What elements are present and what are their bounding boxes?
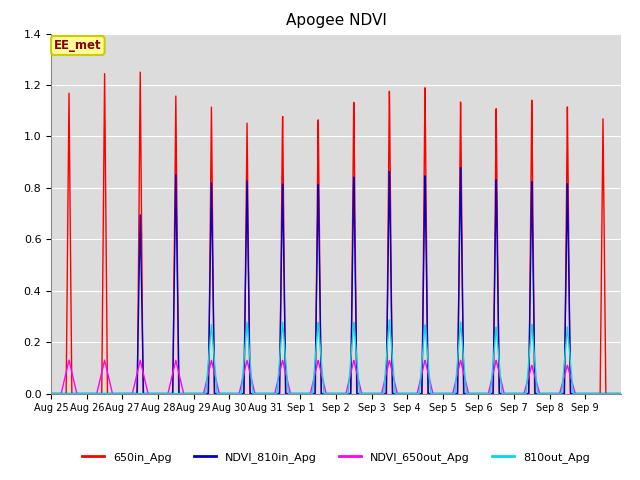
650in_Apg (318, 391, 326, 396)
NDVI_810in_Apg (287, 391, 294, 396)
Line: NDVI_650out_Apg: NDVI_650out_Apg (51, 360, 621, 394)
810out_Apg (287, 391, 294, 396)
Legend: 650in_Apg, NDVI_810in_Apg, NDVI_650out_Apg, 810out_Apg: 650in_Apg, NDVI_810in_Apg, NDVI_650out_A… (77, 447, 595, 467)
650in_Apg (291, 391, 299, 396)
Line: NDVI_810in_Apg: NDVI_810in_Apg (51, 168, 621, 394)
NDVI_650out_Apg (287, 391, 294, 396)
650in_Apg (461, 391, 469, 396)
810out_Apg (47, 391, 55, 396)
Line: 810out_Apg: 810out_Apg (51, 320, 621, 394)
NDVI_650out_Apg (617, 391, 625, 396)
810out_Apg (318, 365, 326, 371)
NDVI_810in_Apg (457, 165, 465, 170)
650in_Apg (136, 69, 144, 75)
Title: Apogee NDVI: Apogee NDVI (285, 13, 387, 28)
NDVI_810in_Apg (600, 391, 607, 396)
NDVI_810in_Apg (461, 391, 469, 396)
NDVI_810in_Apg (318, 391, 326, 396)
810out_Apg (600, 391, 607, 396)
NDVI_650out_Apg (461, 377, 469, 383)
650in_Apg (47, 391, 55, 396)
810out_Apg (461, 376, 469, 382)
810out_Apg (572, 391, 579, 396)
650in_Apg (287, 391, 294, 396)
NDVI_810in_Apg (291, 391, 299, 396)
Text: EE_met: EE_met (54, 39, 102, 52)
810out_Apg (291, 391, 299, 396)
NDVI_650out_Apg (572, 390, 579, 396)
NDVI_650out_Apg (47, 391, 55, 396)
Line: 650in_Apg: 650in_Apg (51, 72, 621, 394)
650in_Apg (617, 391, 625, 396)
NDVI_810in_Apg (572, 391, 579, 396)
NDVI_810in_Apg (617, 391, 625, 396)
810out_Apg (385, 317, 393, 323)
NDVI_810in_Apg (47, 391, 55, 396)
650in_Apg (600, 156, 607, 162)
810out_Apg (617, 391, 625, 396)
NDVI_650out_Apg (291, 391, 299, 396)
NDVI_650out_Apg (65, 357, 73, 363)
650in_Apg (572, 391, 579, 396)
NDVI_650out_Apg (600, 391, 607, 396)
NDVI_650out_Apg (318, 373, 326, 379)
